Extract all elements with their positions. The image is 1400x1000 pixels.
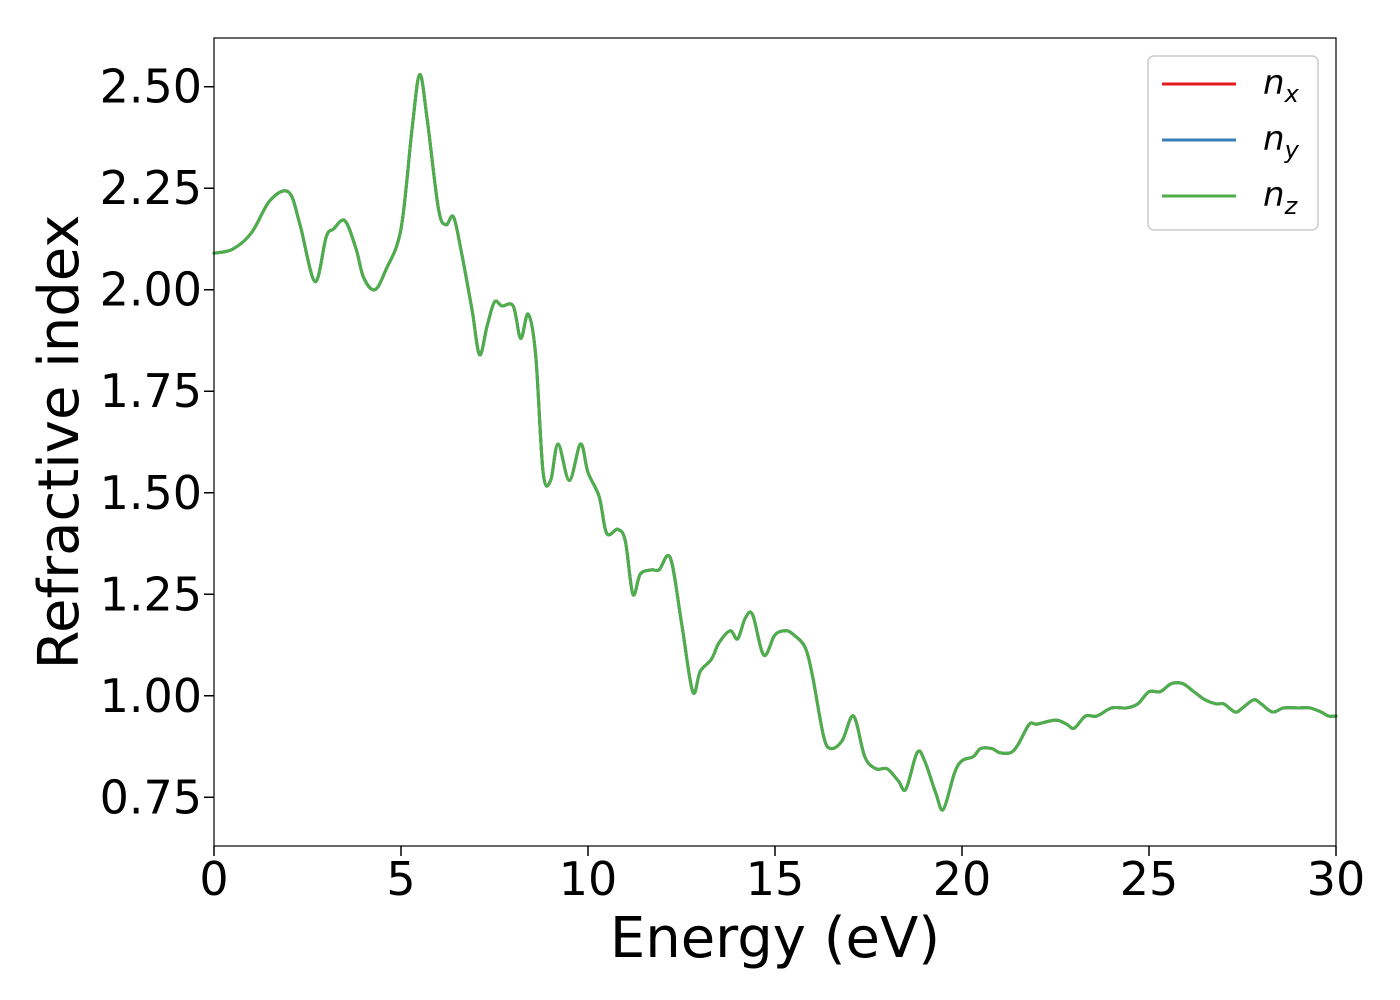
y-axis-title: Refractive index [27,215,92,670]
x-tick-label: 10 [559,852,618,906]
x-axis: 0 5 10 15 20 25 30 [199,846,1365,906]
x-tick-label: 0 [199,852,228,906]
y-tick-label: 0.75 [100,770,202,824]
x-tick-label: 15 [746,852,805,906]
series-layer [212,73,1338,812]
y-tick-label: 1.25 [100,567,202,621]
y-tick-label: 1.00 [100,669,202,723]
y-tick-label: 2.50 [100,60,202,114]
x-tick-label: 20 [933,852,992,906]
x-axis-title: Energy (eV) [610,906,940,971]
x-tick-label: 25 [1120,852,1179,906]
legend-label-y: ny [1263,119,1300,164]
y-axis: 0.75 1.00 1.25 1.50 1.75 2.00 2.25 2.50 [100,60,214,824]
legend-box [1147,55,1319,231]
legend-label-x: nx [1263,63,1300,108]
x-tick-label: 5 [386,852,415,906]
legend: nx ny nz [1147,55,1319,231]
series-line-z [212,73,1338,812]
y-tick-label: 2.25 [100,161,202,215]
y-tick-label: 1.50 [100,466,202,520]
y-tick-label: 1.75 [100,364,202,418]
legend-label-z: nz [1263,175,1299,220]
y-tick-label: 2.00 [100,263,202,317]
x-tick-label: 30 [1307,852,1366,906]
